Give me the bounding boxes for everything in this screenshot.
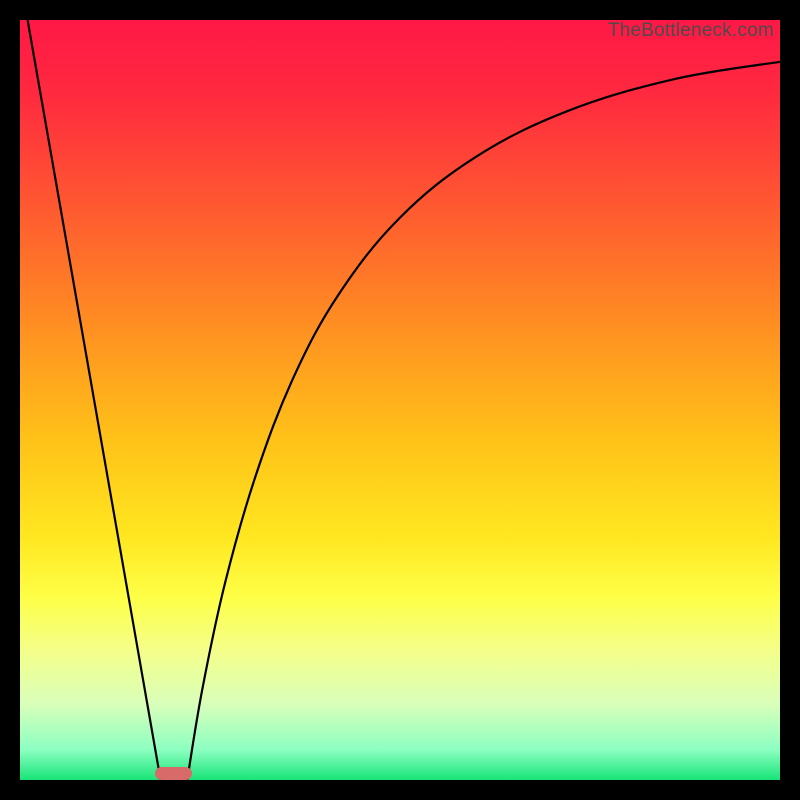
frame-top <box>0 0 800 20</box>
chart-svg <box>20 20 780 780</box>
plot-area: TheBottleneck.com <box>20 20 780 780</box>
optimum-marker <box>155 767 191 780</box>
watermark-text: TheBottleneck.com <box>608 20 774 42</box>
right-curve <box>187 62 780 780</box>
frame-right <box>780 0 800 800</box>
frame-left <box>0 0 20 800</box>
left-line <box>28 20 161 780</box>
frame-bottom <box>0 780 800 800</box>
